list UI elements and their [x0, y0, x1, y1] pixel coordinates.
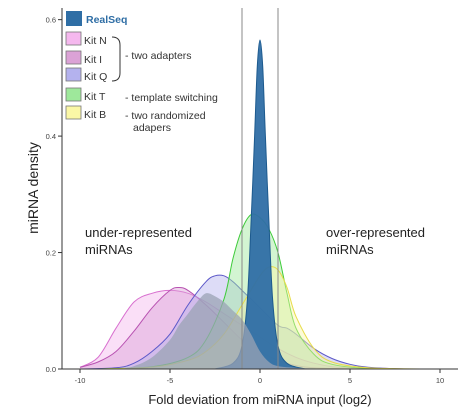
legend-label-realseq: RealSeq [86, 14, 127, 26]
annotation-over-represented-mirnas: miRNAs [326, 242, 374, 257]
legend-swatch-realseq [66, 11, 82, 26]
area-realseq [215, 40, 305, 369]
x-tick-label: -10 [75, 376, 86, 385]
reference-lines [241, 8, 279, 369]
legend: RealSeq Kit N Kit I Kit Q Kit T Kit B [65, 11, 127, 121]
legend-label-kit-t: Kit T [84, 91, 106, 103]
legend-swatch-kit-n [65, 31, 82, 46]
legend-swatch-kit-i [65, 50, 82, 65]
x-ticks: -10 -5 0 5 10 [75, 369, 444, 385]
legend-swatch-kit-b [65, 105, 82, 120]
legend-bracket [111, 36, 121, 82]
y-tick-label: 0.6 [46, 16, 56, 25]
x-tick-label: 0 [258, 376, 262, 385]
y-tick-label: 0.4 [46, 132, 56, 141]
legend-label-kit-n: Kit N [84, 35, 107, 47]
annotation-under-represented-mirnas: miRNAs [85, 242, 133, 257]
legend-swatch-kit-t [65, 87, 82, 102]
y-tick-label: 0.2 [46, 249, 56, 258]
legend-swatch-kit-q [65, 67, 82, 82]
y-axis-label: miRNA density [25, 142, 41, 234]
legend-label-kit-i: Kit I [84, 54, 102, 66]
annotation-over-represented: over-represented [326, 225, 425, 240]
density-areas [79, 39, 440, 370]
x-tick-label: -5 [167, 376, 174, 385]
legend-label-kit-b: Kit B [84, 109, 106, 121]
legend-note-two-adapters: - two adapters [125, 50, 192, 62]
area-base-density [80, 293, 440, 369]
x-tick-label: 5 [348, 376, 352, 385]
annotation-under-represented: under-represented [85, 225, 192, 240]
y-tick-label: 0.0 [46, 365, 56, 374]
x-tick-label: 10 [436, 376, 444, 385]
y-ticks: 0.0 0.2 0.4 0.6 [46, 16, 62, 374]
legend-note-template-switching: - template switching [125, 92, 218, 104]
legend-note-two-randomized: - two randomized [125, 110, 206, 122]
legend-label-kit-q: Kit Q [84, 71, 107, 83]
legend-note-adapers: adapers [133, 122, 171, 134]
x-axis-label: Fold deviation from miRNA input (log2) [148, 392, 371, 407]
